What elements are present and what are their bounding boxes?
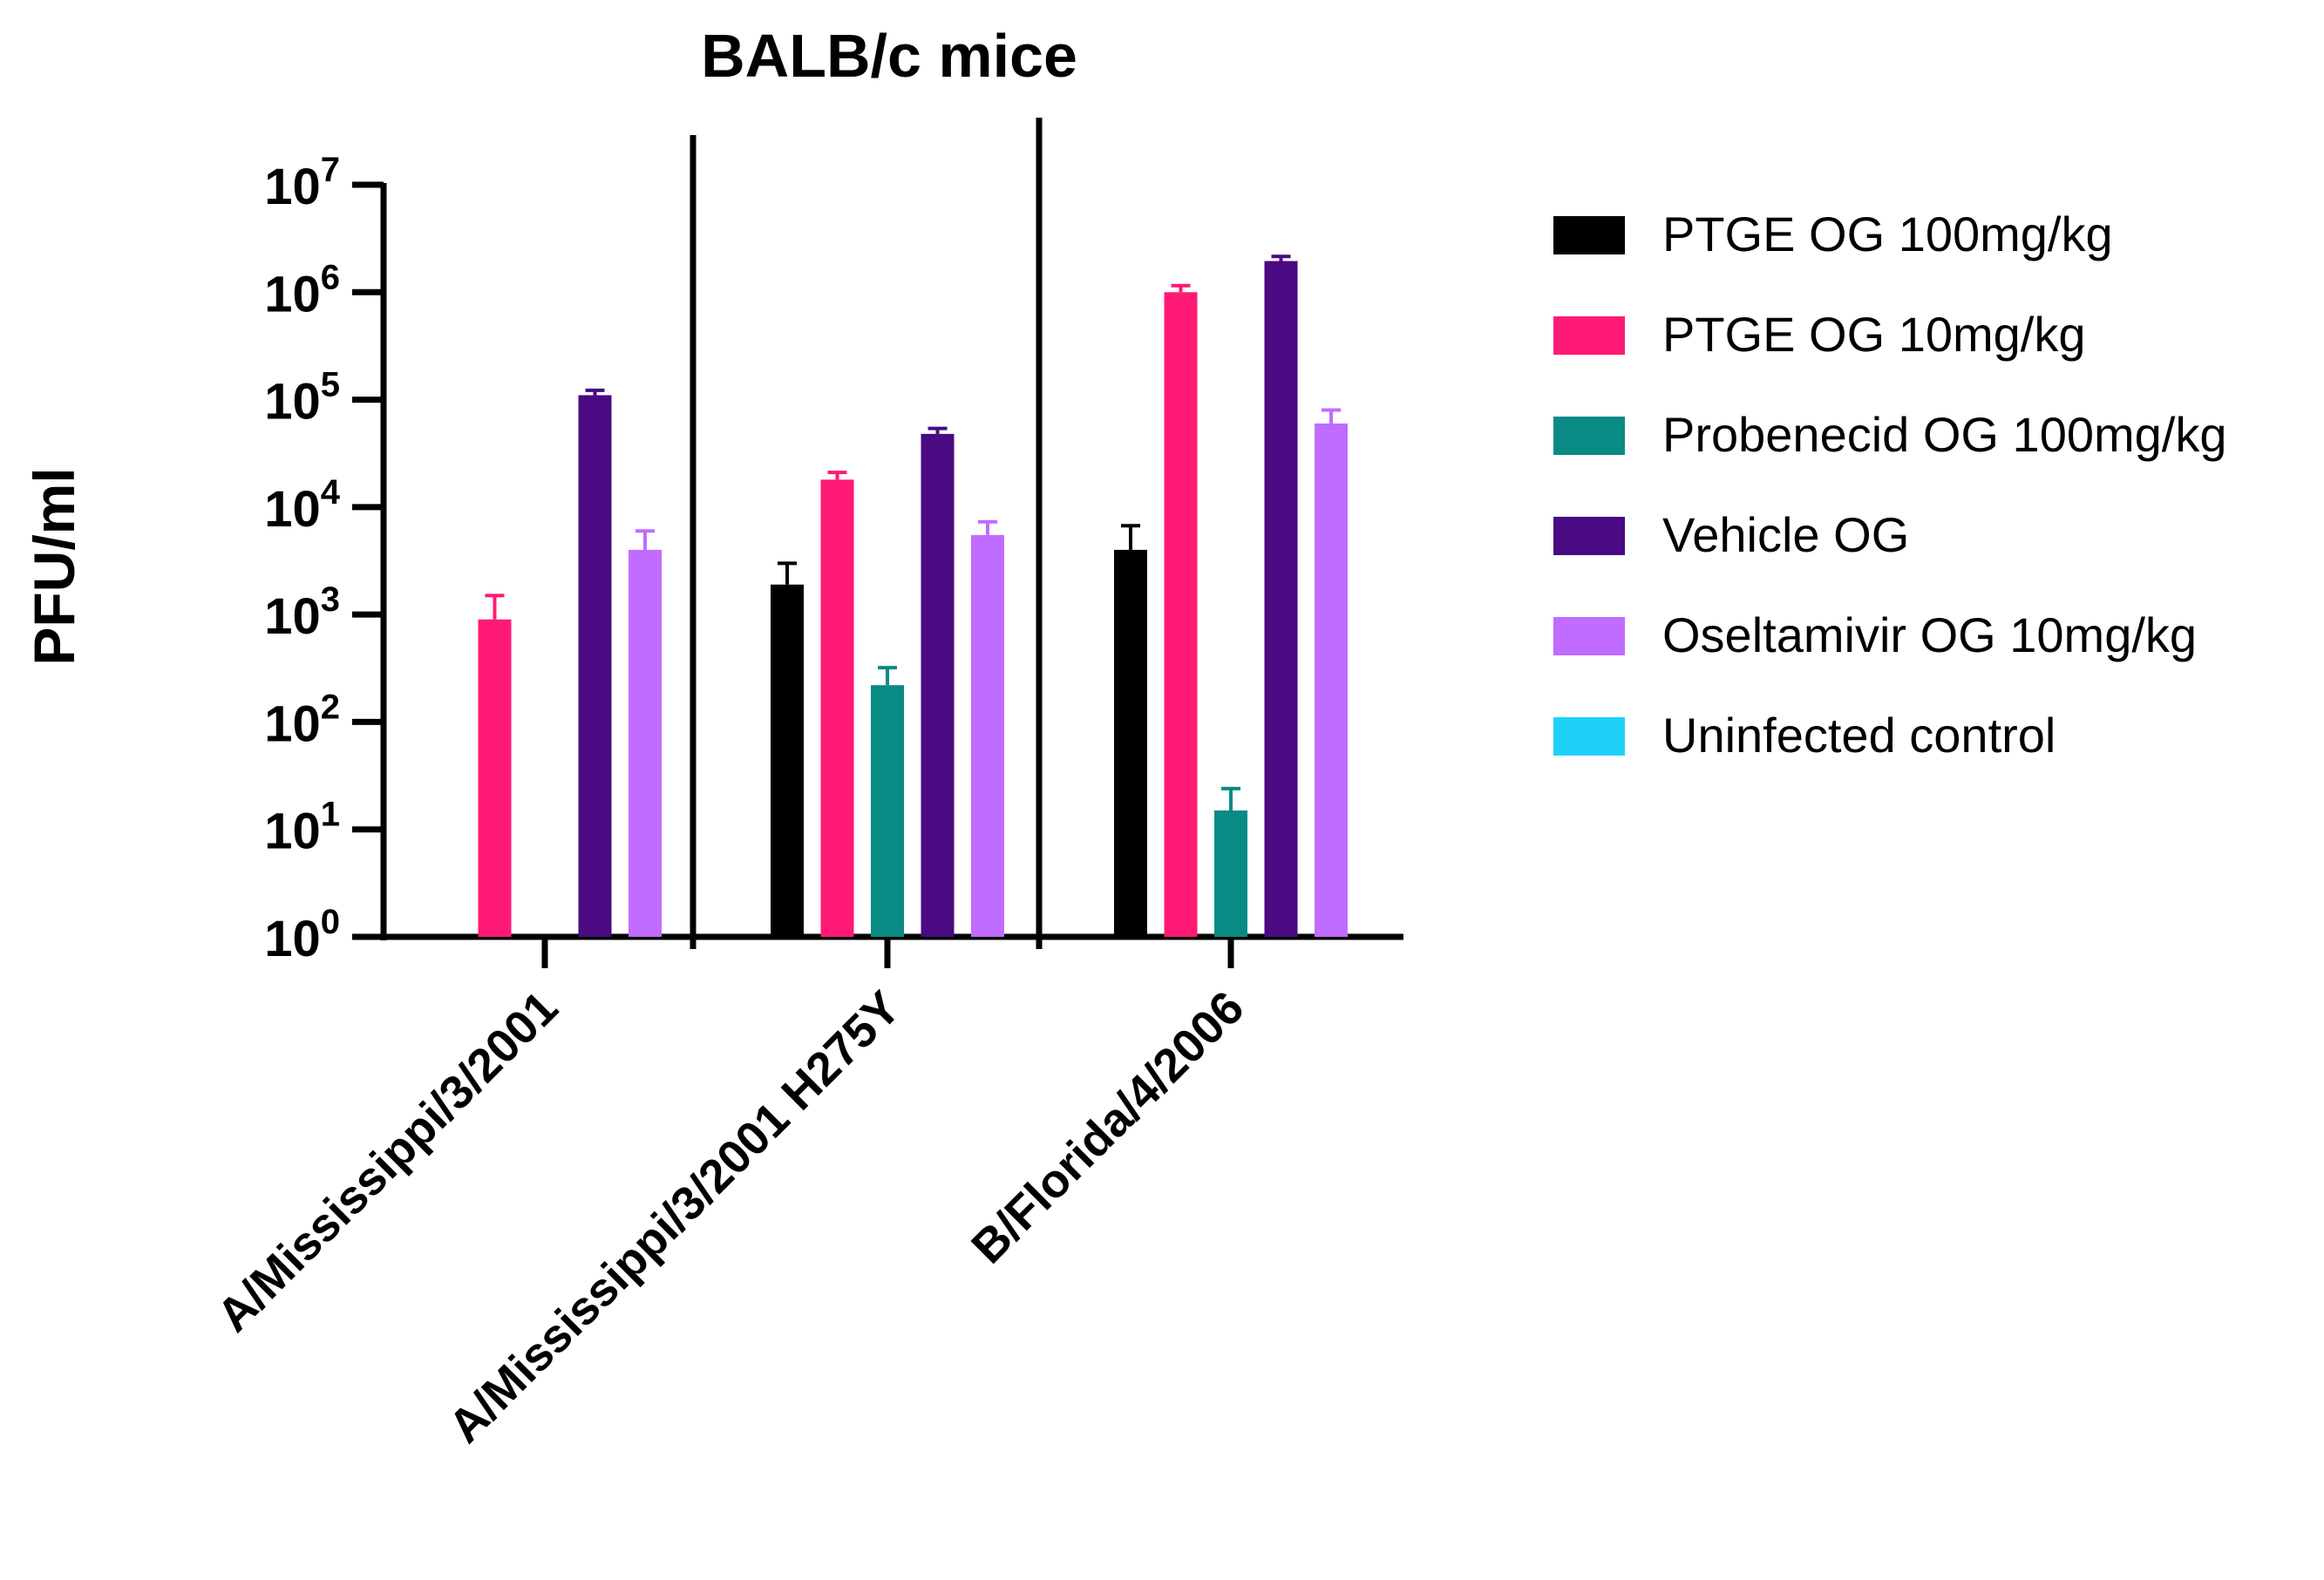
y-axis-label: PFU/ml xyxy=(22,467,86,665)
legend-swatch xyxy=(1553,717,1625,756)
legend-label: Probenecid OG 100mg/kg xyxy=(1662,407,2226,462)
bar xyxy=(1315,423,1348,937)
bar xyxy=(578,395,612,938)
bar xyxy=(971,534,1004,937)
y-tick-label: 107 xyxy=(264,151,340,215)
legend-label: PTGE OG 100mg/kg xyxy=(1662,207,2113,261)
y-tick-label: 100 xyxy=(264,903,340,967)
legend-swatch xyxy=(1553,417,1625,455)
y-tick-label: 105 xyxy=(264,366,340,431)
legend-swatch xyxy=(1553,216,1625,254)
bar xyxy=(771,584,804,937)
bars xyxy=(478,254,1348,938)
bar xyxy=(478,619,512,937)
y-tick-label: 101 xyxy=(264,796,340,860)
chart-title: BALB/c mice xyxy=(701,22,1077,90)
bar xyxy=(1264,261,1298,938)
y-tick-label: 106 xyxy=(264,258,340,322)
legend-swatch xyxy=(1553,617,1625,655)
legend-swatch xyxy=(1553,316,1625,355)
bar xyxy=(820,479,854,937)
y-tick-label: 103 xyxy=(264,580,340,645)
legend: PTGE OG 100mg/kg PTGE OG 10mg/kg Probeneci… xyxy=(1553,207,2226,763)
bar xyxy=(1214,810,1247,937)
legend-label: Uninfected control xyxy=(1662,708,2056,763)
bar xyxy=(921,433,955,937)
bar xyxy=(871,685,904,937)
legend-swatch xyxy=(1553,517,1625,555)
x-axis xyxy=(380,933,1403,968)
legend-label: Oseltamivir OG 10mg/kg xyxy=(1662,607,2197,662)
x-tick-labels: A/Mississippi/3/2001A/Mississippi/3/2001… xyxy=(207,981,1254,1453)
y-axis: 100 101 102 103 104 105 106 107 xyxy=(264,151,387,967)
group-dividers xyxy=(690,118,1043,949)
x-tick-label: B/Florida/4/2006 xyxy=(962,981,1254,1273)
y-tick-label: 102 xyxy=(264,688,340,752)
y-tick-label: 104 xyxy=(264,473,341,538)
legend-label: PTGE OG 10mg/kg xyxy=(1662,307,2086,362)
bar xyxy=(1114,549,1147,937)
x-tick-label: A/Mississippi/3/2001 xyxy=(207,981,568,1342)
legend-label: Vehicle OG xyxy=(1662,507,1909,562)
bar xyxy=(1164,292,1198,937)
bar xyxy=(629,549,662,937)
